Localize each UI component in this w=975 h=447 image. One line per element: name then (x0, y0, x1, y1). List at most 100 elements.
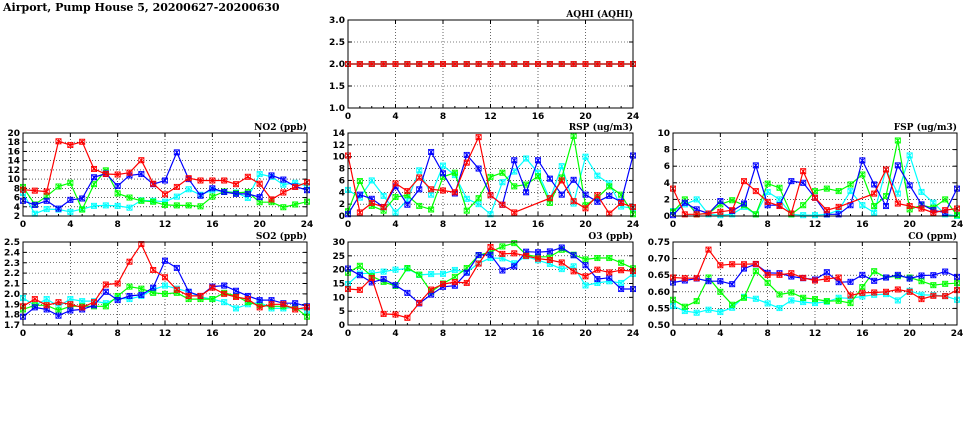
data-point (894, 297, 901, 304)
x-tick-label: 0 (345, 112, 351, 122)
data-point (463, 159, 470, 166)
data-point (582, 61, 589, 68)
data-point (91, 174, 98, 181)
data-point (79, 138, 86, 145)
data-point (871, 268, 878, 275)
data-point (126, 204, 133, 211)
data-point (859, 289, 866, 296)
data-point (800, 274, 807, 281)
series-s2 (19, 149, 310, 212)
data-point (43, 296, 50, 303)
x-tick-label: 20 (903, 220, 916, 230)
data-point (292, 300, 299, 307)
series-s1 (19, 138, 310, 203)
data-point (463, 207, 470, 214)
data-point (942, 293, 949, 300)
data-point (475, 134, 482, 141)
data-point (871, 203, 878, 210)
data-point (79, 304, 86, 311)
data-point (594, 61, 601, 68)
data-point (256, 194, 263, 201)
data-point (729, 207, 736, 214)
x-tick-label: 4 (717, 329, 723, 339)
data-point (776, 271, 783, 278)
plot-frame (22, 241, 308, 326)
data-point (114, 202, 121, 209)
data-point (894, 286, 901, 293)
chart-title: Airport, Pump House 5, 20200627-20200630 (3, 1, 280, 14)
data-point (918, 205, 925, 212)
data-point (558, 191, 565, 198)
data-point (102, 281, 109, 288)
data-point (582, 273, 589, 280)
data-point (499, 243, 506, 250)
y-tick-label: 3.0 (329, 16, 345, 26)
data-point (894, 271, 901, 278)
data-point (847, 300, 854, 307)
data-point (894, 200, 901, 207)
data-point (582, 282, 589, 289)
data-point (280, 301, 287, 308)
data-point (380, 276, 387, 283)
data-point (356, 272, 363, 279)
panel-title: O3 (ppb) (588, 231, 633, 242)
panel-title: RSP (ug/m3) (569, 122, 633, 133)
y-tick-label: 2.0 (329, 60, 345, 70)
data-point (451, 61, 458, 68)
data-point (209, 177, 216, 184)
y-tick-label: 10 (332, 153, 345, 163)
data-point (582, 191, 589, 198)
data-point (606, 274, 613, 281)
data-point (67, 196, 74, 203)
data-point (31, 187, 38, 194)
data-point (752, 162, 759, 169)
data-point (392, 311, 399, 318)
data-point (558, 259, 565, 266)
data-point (729, 197, 736, 204)
data-point (499, 250, 506, 257)
series-s3 (19, 167, 310, 213)
data-point (499, 267, 506, 274)
data-point (788, 289, 795, 296)
x-tick-label: 24 (627, 220, 640, 230)
data-point (31, 201, 38, 208)
data-point (511, 183, 518, 190)
data-point (558, 177, 565, 184)
data-point (55, 299, 62, 306)
data-point (91, 181, 98, 188)
data-point (930, 199, 937, 206)
y-tick-label: 14 (332, 129, 345, 139)
data-point (392, 266, 399, 273)
y-tick-label: 4 (664, 179, 670, 189)
data-point (823, 269, 830, 276)
data-point (126, 194, 133, 201)
data-point (812, 212, 819, 219)
y-tick-label: 16 (7, 147, 20, 157)
y-tick-label: 6 (664, 162, 670, 172)
data-point (150, 267, 157, 274)
data-point (764, 279, 771, 286)
data-point (439, 281, 446, 288)
data-point (918, 188, 925, 195)
data-point (416, 61, 423, 68)
data-point (475, 260, 482, 267)
data-point (67, 307, 74, 314)
y-tick-label: 8 (339, 165, 345, 175)
data-point (717, 288, 724, 295)
x-tick-label: 16 (532, 329, 545, 339)
data-point (594, 255, 601, 262)
data-point (439, 187, 446, 194)
plot-frame (22, 132, 308, 217)
data-point (91, 165, 98, 172)
data-point (606, 183, 613, 190)
data-point (209, 296, 216, 303)
panel-o3: 0 5 10 15 20 25 30 0 4 8 12 16 20 24 O3 (ppb) (332, 231, 639, 339)
data-point (102, 171, 109, 178)
series-s2 (19, 257, 310, 320)
data-point (582, 153, 589, 160)
data-point (292, 306, 299, 313)
data-point (475, 165, 482, 172)
data-point (392, 209, 399, 216)
data-point (835, 274, 842, 281)
data-point (428, 206, 435, 213)
